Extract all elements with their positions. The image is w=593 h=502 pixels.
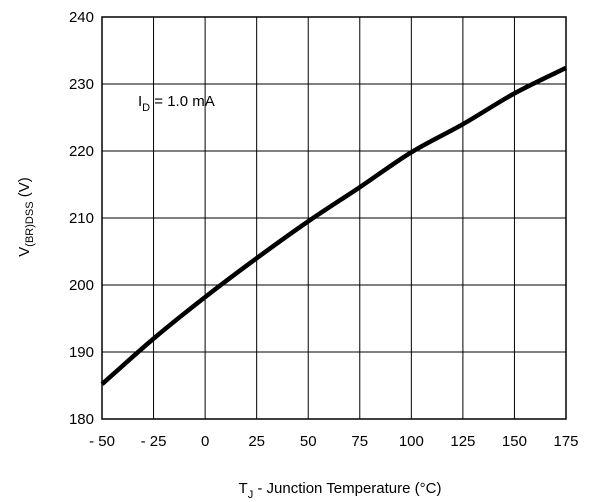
x-tick-label: 25 (248, 433, 265, 450)
series-layer (100, 65, 568, 386)
annotation-suffix: = 1.0 mA (150, 93, 215, 110)
y-tick-labels: 180 190 200 210 220 230 240 (69, 9, 94, 428)
y-axis-label: V(BR)DSS (V) (16, 177, 36, 256)
annotation-prefix: I (138, 93, 142, 110)
x-tick-label: 150 (502, 433, 527, 450)
x-axis-label-subscript: J (248, 489, 254, 501)
x-tick-label: 75 (351, 433, 368, 450)
y-axis-label-suffix: (V) (16, 177, 33, 201)
x-axis-label-symbol: T (239, 480, 248, 497)
y-tick-label: 240 (69, 9, 94, 26)
series-line (100, 65, 568, 386)
x-axis-label-text: - Junction Temperature (°C) (253, 480, 441, 497)
y-tick-label: 210 (69, 210, 94, 227)
x-tick-label: 50 (300, 433, 317, 450)
annotation-subscript: D (142, 102, 150, 114)
grid-lines (101, 16, 567, 420)
y-axis-label-prefix: V (16, 247, 33, 257)
y-tick-label: 200 (69, 277, 94, 294)
x-tick-label: 175 (553, 433, 578, 450)
annotation-id-label: ID = 1.0 mA (138, 93, 215, 114)
x-tick-label: - 50 (89, 433, 115, 450)
y-tick-label: 230 (69, 76, 94, 93)
x-tick-label: 100 (399, 433, 424, 450)
y-tick-label: 190 (69, 344, 94, 361)
x-tick-label: 0 (201, 433, 209, 450)
x-tick-labels: - 50 - 25 0 25 50 75 100 125 150 175 (89, 433, 578, 450)
y-tick-label: 220 (69, 143, 94, 160)
x-axis-label: TJ - Junction Temperature (°C) (239, 480, 442, 501)
y-axis-label-subscript: (BR)DSS (24, 201, 36, 246)
plot-frame (101, 16, 567, 420)
x-tick-label: - 25 (141, 433, 167, 450)
x-tick-label: 125 (450, 433, 475, 450)
y-tick-label: 180 (69, 411, 94, 428)
